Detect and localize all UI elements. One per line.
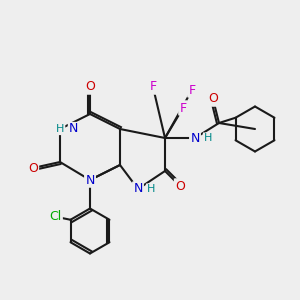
Text: H: H — [146, 184, 155, 194]
Text: F: F — [179, 101, 187, 115]
Text: O: O — [208, 92, 218, 106]
Text: Cl: Cl — [50, 210, 61, 223]
Text: O: O — [175, 179, 185, 193]
Text: N: N — [133, 182, 143, 196]
Text: N: N — [190, 131, 200, 145]
Text: F: F — [149, 80, 157, 94]
Text: F: F — [188, 83, 196, 97]
Text: H: H — [203, 133, 212, 143]
Text: N: N — [68, 122, 78, 136]
Text: O: O — [28, 161, 38, 175]
Text: N: N — [85, 173, 95, 187]
Text: O: O — [85, 80, 95, 94]
Text: H: H — [56, 124, 64, 134]
